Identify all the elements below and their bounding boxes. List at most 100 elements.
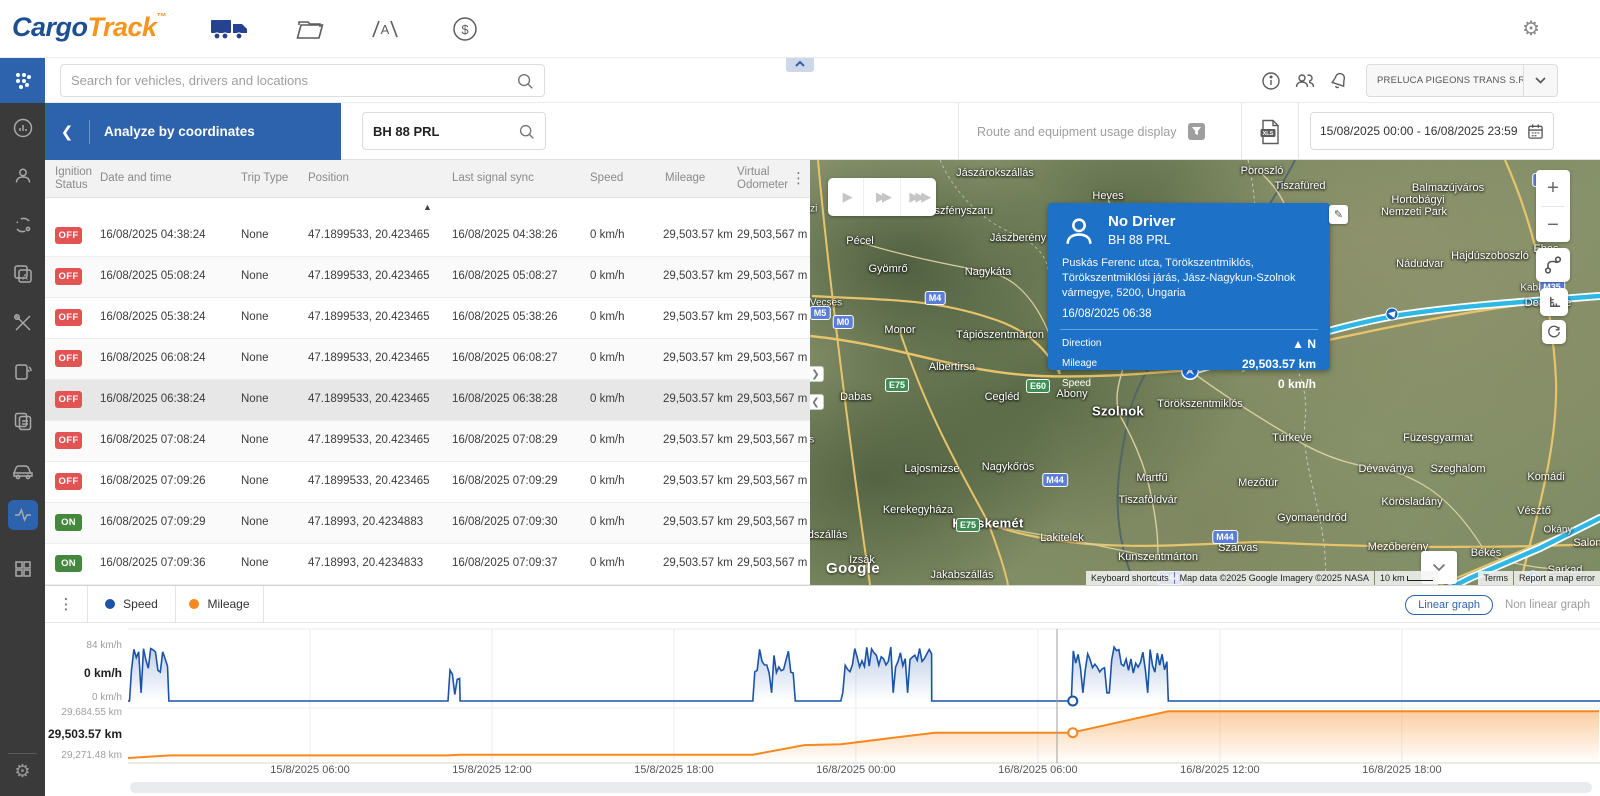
sidebar-item-apps[interactable] <box>0 58 45 103</box>
sidebar-settings-gear-icon[interactable]: ⚙ <box>14 761 31 781</box>
person-icon <box>15 168 30 183</box>
table-row[interactable]: OFF 16/08/2025 04:38:24 None 47.1899533, 20… <box>45 216 810 257</box>
ignition-badge: OFF <box>55 268 82 285</box>
keyboard-shortcuts-link[interactable]: Keyboard shortcuts <box>1086 571 1174 585</box>
fastest-forward-button[interactable]: ▶▶▶ <box>909 189 931 204</box>
table-row[interactable]: ON 16/08/2025 07:09:29 None 47.18993, 20.42… <box>45 503 810 544</box>
refresh-button[interactable] <box>1542 320 1566 344</box>
col-date-time[interactable]: Date and time <box>100 172 172 184</box>
tools-icon <box>13 314 31 331</box>
chart-range-slider[interactable] <box>130 782 1592 793</box>
col-trip-type[interactable]: Trip Type <box>241 172 289 184</box>
global-search-input[interactable] <box>71 73 516 88</box>
settings-gear-icon[interactable]: ⚙ <box>1522 18 1540 40</box>
search-icon[interactable] <box>516 72 534 90</box>
play-button[interactable]: ▶ <box>828 178 865 216</box>
legend-item-mileage[interactable]: Mileage <box>176 586 264 622</box>
back-chevron-icon[interactable]: ❮ <box>60 123 74 141</box>
sync-icon <box>15 217 30 233</box>
global-search[interactable] <box>60 64 545 97</box>
x-axis-tick-label: 15/8/2025 12:00 <box>452 764 532 776</box>
zoom-out-button[interactable]: − <box>1547 213 1559 236</box>
company-selector[interactable]: PRELUCA PIGEONS TRANS S.R.L. <box>1366 64 1558 97</box>
legend-item-speed[interactable]: Speed <box>88 586 176 622</box>
fast-forward-button[interactable]: ▶▶ <box>864 178 901 216</box>
expand-table-splitter[interactable]: ❯ <box>810 366 824 382</box>
sidebar-item-drivers[interactable] <box>0 156 45 196</box>
cell-speed: 0 km/h <box>590 270 625 282</box>
table-row[interactable]: OFF 16/08/2025 07:08:24 None 47.1899533, 20… <box>45 421 810 462</box>
calendar-icon <box>1527 123 1544 140</box>
brand-logo[interactable]: CargoTrack™ <box>12 12 167 42</box>
table-row[interactable]: ON 16/08/2025 07:09:36 None 47.18993, 20.42… <box>45 544 810 585</box>
nav-finance-button[interactable]: $ <box>435 10 495 48</box>
divider <box>1060 328 1318 330</box>
table-row[interactable]: OFF 16/08/2025 07:09:26 None 47.1899533, 20… <box>45 462 810 503</box>
route-options-button[interactable] <box>1536 248 1570 282</box>
cell-datetime: 16/08/2025 07:08:24 <box>100 434 206 446</box>
cell-position: 47.1899533, 20.423465 <box>308 393 430 405</box>
sidebar-item-service[interactable] <box>0 303 45 343</box>
info-icon[interactable] <box>1254 71 1288 91</box>
ignition-badge: OFF <box>55 473 82 490</box>
filter-icon[interactable] <box>1188 123 1206 140</box>
date-range-picker[interactable]: 15/08/2025 00:00 - 16/08/2025 23:59 <box>1310 112 1554 150</box>
car-leaf-icon <box>12 465 33 480</box>
vehicle-search[interactable] <box>362 112 546 150</box>
bell-icon[interactable] <box>1322 71 1356 91</box>
terms-link[interactable]: Terms <box>1478 571 1513 585</box>
col-mileage[interactable]: Mileage <box>665 172 706 184</box>
sidebar-item-sync[interactable] <box>0 205 45 245</box>
nav-fleet-button[interactable] <box>200 10 260 48</box>
driver-icon <box>1062 213 1096 249</box>
table-row[interactable]: OFF 16/08/2025 05:38:24 None 47.1899533, 20… <box>45 298 810 339</box>
x-axis-tick-label: 16/8/2025 12:00 <box>1180 764 1260 776</box>
search-icon[interactable] <box>518 123 535 140</box>
col-position[interactable]: Position <box>308 172 349 184</box>
map-canvas[interactable]: Jászárokszállás Heves Poroszló Tiszafüred Ba… <box>810 160 1600 585</box>
sidebar-item-reports[interactable] <box>0 352 45 392</box>
sidebar-item-eco-driving[interactable] <box>0 450 45 490</box>
sidebar-item-dashboard[interactable] <box>0 108 45 148</box>
cell-mileage: 29,503.57 km <box>663 352 733 364</box>
edit-pencil-icon[interactable]: ✎ <box>1329 205 1348 224</box>
sidebar-divider <box>8 753 37 754</box>
collapse-panel-button[interactable] <box>786 56 814 72</box>
table-row[interactable]: OFF 16/08/2025 06:08:24 None 47.1899533, 20… <box>45 339 810 380</box>
zoom-in-button[interactable]: + <box>1547 176 1559 199</box>
sidebar-item-activity[interactable] <box>0 495 45 535</box>
column-options-kebab-icon[interactable]: ⋮ <box>791 170 806 187</box>
sidebar-item-modules[interactable] <box>0 549 45 589</box>
measure-button[interactable] <box>1540 288 1568 316</box>
col-ignition-status[interactable]: Ignition Status <box>55 166 93 192</box>
col-speed[interactable]: Speed <box>590 172 624 184</box>
col-virtual-odometer[interactable]: Virtual Odometer <box>737 166 789 192</box>
modules-grid-icon <box>14 561 31 577</box>
vehicle-search-input[interactable] <box>373 123 518 139</box>
export-xls-button[interactable]: XLS <box>1241 103 1299 160</box>
sidebar-item-documents[interactable] <box>0 401 45 441</box>
popup-address: Puskás Ferenc utca, Törökszentmiklós, Tö… <box>1062 257 1296 299</box>
chart-menu-kebab-icon[interactable]: ⋮ <box>45 586 88 622</box>
scroll-up-triangle[interactable]: ▲ <box>423 202 432 212</box>
report-error-link[interactable]: Report a map error <box>1513 571 1600 585</box>
table-row[interactable]: OFF 16/08/2025 05:08:24 None 47.1899533, 20… <box>45 257 810 298</box>
col-last-signal[interactable]: Last signal sync <box>452 172 534 184</box>
cell-trip: None <box>241 393 269 405</box>
gauge-icon <box>13 118 32 138</box>
route-playback-controls: ▶ ▶▶ ▶▶▶ <box>828 178 936 216</box>
mileage-cursor-value: 29,503.57 km <box>47 727 122 741</box>
nav-documents-button[interactable] <box>280 10 340 48</box>
nav-road-toll-button[interactable]: A <box>355 10 415 48</box>
nonlinear-graph-button[interactable]: Non linear graph <box>1504 598 1590 611</box>
route-display-label: Route and equipment usage display <box>977 124 1177 139</box>
sidebar-item-plates[interactable]: A <box>0 254 45 294</box>
linear-graph-button[interactable]: Linear graph <box>1405 594 1493 615</box>
cell-mileage: 29,503.57 km <box>663 557 733 569</box>
table-row[interactable]: OFF 16/08/2025 06:38:24 None 47.1899533, 20… <box>45 380 810 421</box>
x-axis-tick-label: 16/8/2025 18:00 <box>1362 764 1442 776</box>
users-icon[interactable] <box>1288 71 1322 91</box>
cell-sync: 16/08/2025 07:08:29 <box>452 434 558 446</box>
panel-title-bar[interactable]: ❮ Analyze by coordinates <box>45 103 341 160</box>
collapse-table-splitter[interactable]: ❮ <box>810 394 824 410</box>
